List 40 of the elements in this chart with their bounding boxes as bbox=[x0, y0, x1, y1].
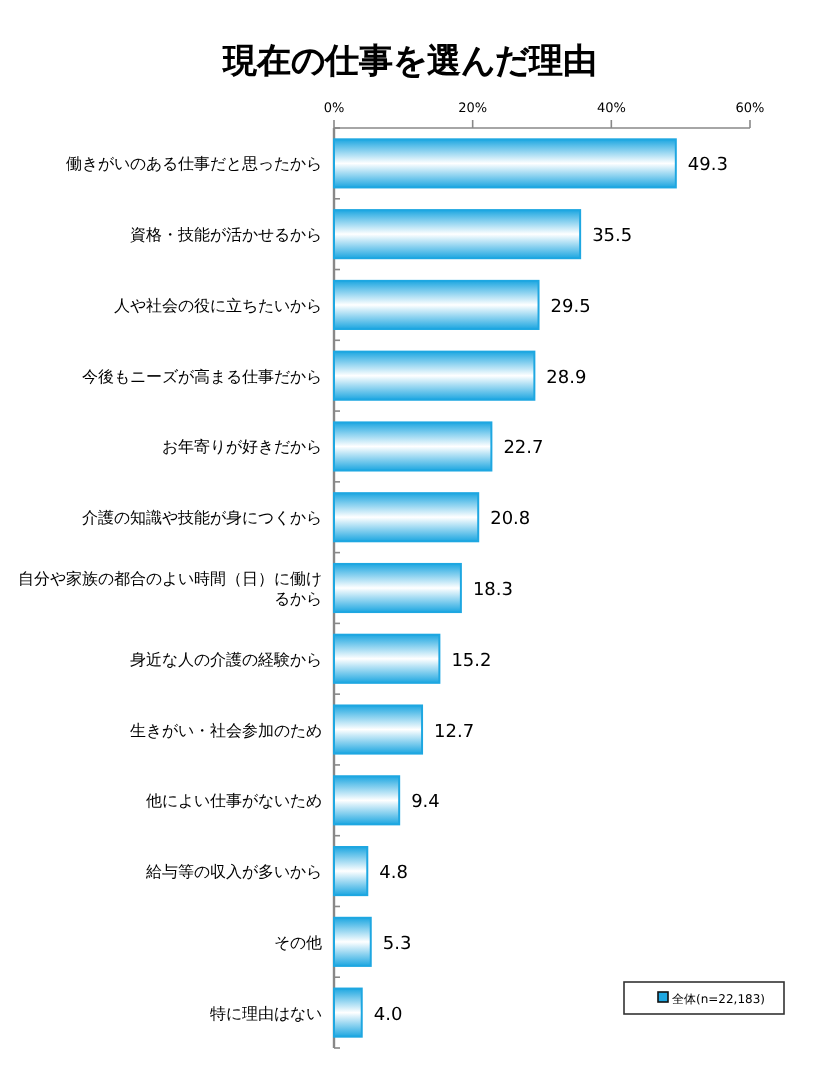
data-label: 4.0 bbox=[373, 1005, 403, 1026]
y-tick-label: 生きがい・社会参加のため bbox=[130, 721, 322, 740]
bar bbox=[333, 350, 536, 401]
bar bbox=[333, 492, 480, 543]
y-tick-label: 身近な人の介護の経験から bbox=[130, 650, 322, 669]
data-label: 4.8 bbox=[379, 864, 409, 885]
data-label: 15.2 bbox=[451, 651, 492, 672]
data-label: 5.3 bbox=[382, 934, 412, 955]
y-tick-label: 介護の知識や技能が身につくから bbox=[82, 509, 322, 528]
y-tick-label: 他によい仕事がないため bbox=[146, 792, 322, 811]
data-label: 20.8 bbox=[490, 510, 531, 531]
y-tick-label: 人や社会の役に立ちたいから bbox=[114, 296, 322, 315]
data-label: 22.7 bbox=[503, 439, 544, 460]
chart-title: 現在の仕事を選んだ理由 bbox=[221, 42, 597, 82]
y-tick-label: その他 bbox=[274, 933, 322, 952]
data-label: 29.5 bbox=[550, 297, 591, 318]
bar bbox=[333, 279, 540, 330]
data-label: 49.3 bbox=[687, 156, 728, 177]
bar bbox=[333, 562, 462, 614]
data-label: 18.3 bbox=[472, 581, 513, 601]
bar bbox=[333, 704, 424, 755]
data-label: 28.9 bbox=[546, 368, 587, 389]
bar bbox=[333, 138, 677, 189]
y-tick-label: 資格・技能が活かせるから bbox=[130, 226, 322, 245]
data-label: 12.7 bbox=[434, 722, 475, 743]
y-tick-label: 働きがいのある仕事だと思ったから bbox=[66, 155, 322, 174]
data-label: 35.5 bbox=[592, 227, 633, 248]
bar bbox=[333, 846, 369, 897]
bar bbox=[333, 775, 401, 826]
y-tick-label: お年寄りが好きだから bbox=[162, 438, 322, 457]
data-label: 9.4 bbox=[411, 793, 441, 814]
bar bbox=[333, 633, 441, 684]
bar bbox=[333, 421, 493, 472]
y-tick-label: 今後もニーズが高まる仕事だから bbox=[82, 367, 322, 386]
bar bbox=[333, 987, 363, 1038]
y-tick-label: 給与等の収入が多いから bbox=[144, 863, 322, 882]
y-tick-label: 特に理由はない bbox=[210, 1004, 322, 1023]
bar bbox=[333, 209, 582, 260]
y-tick-label: 自分や家族の都合のよい時間（日）に働けるから bbox=[18, 570, 322, 608]
bar bbox=[333, 916, 372, 967]
